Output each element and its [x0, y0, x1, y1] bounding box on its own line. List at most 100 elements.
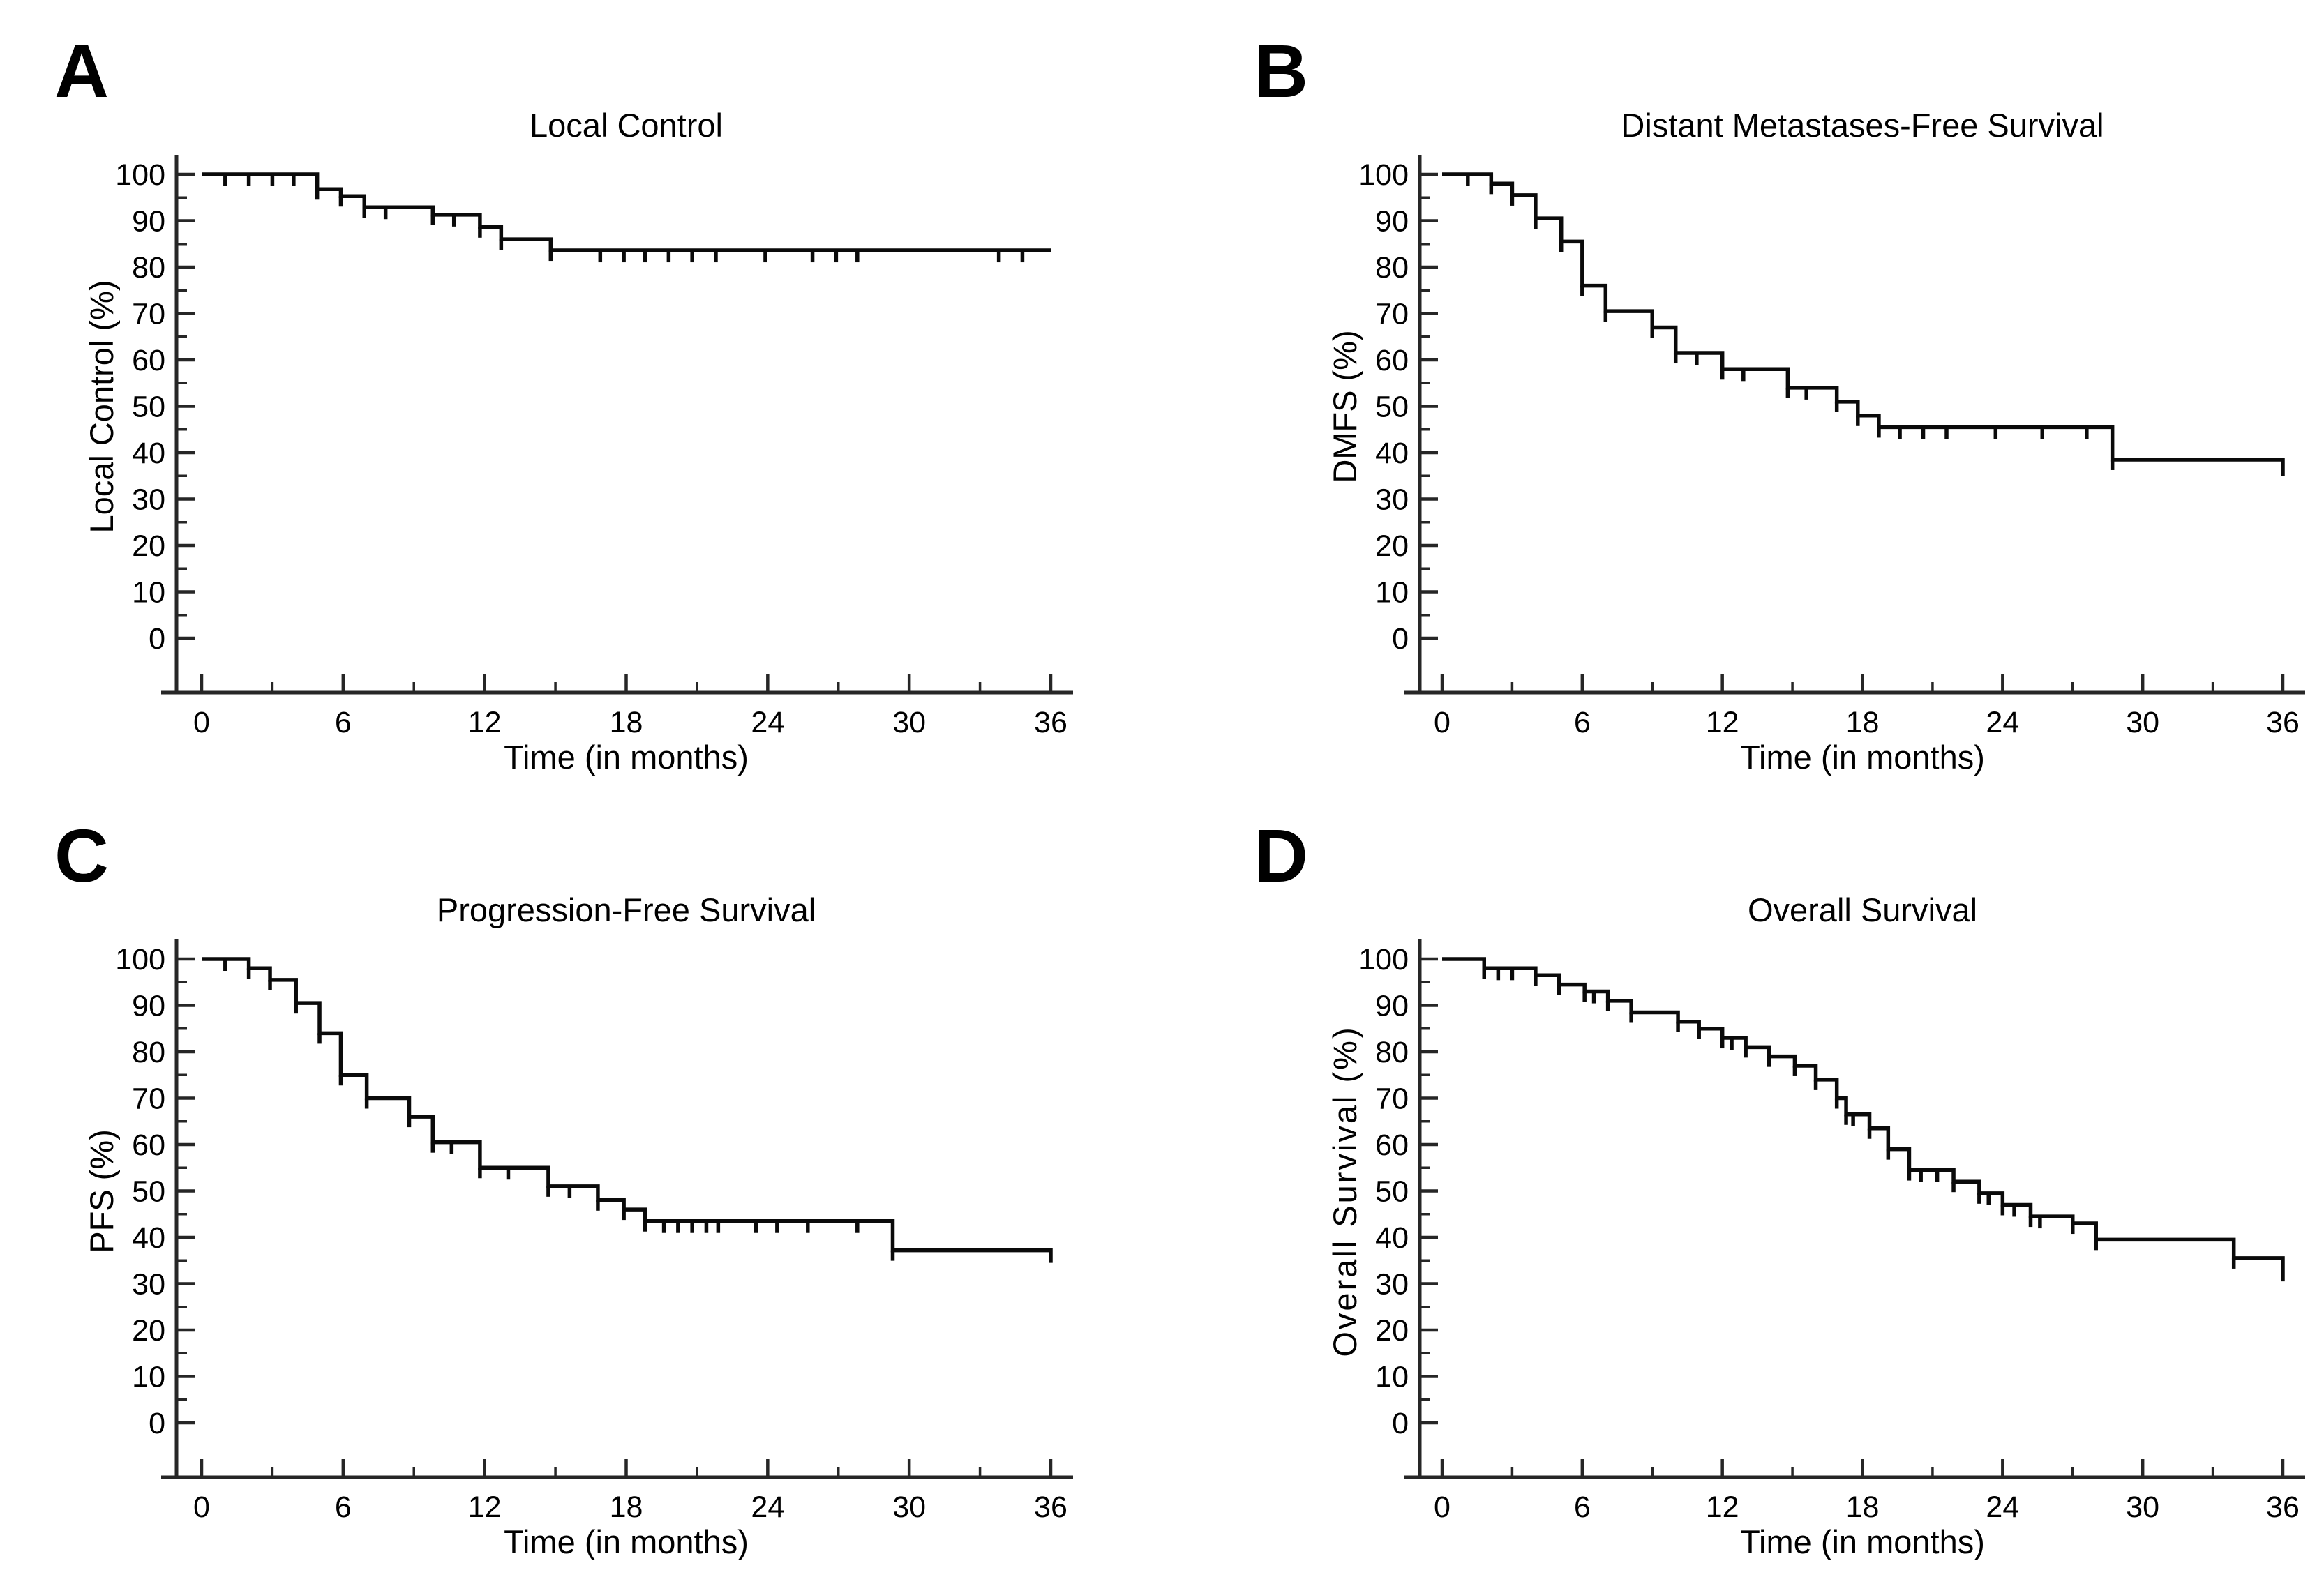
svg-text:90: 90 [1375, 205, 1409, 239]
x-axis-label: Time (in months) [504, 739, 749, 776]
censor-marks [1496, 968, 2042, 1229]
svg-text:90: 90 [1375, 990, 1409, 1023]
tick-labels: 0 6 12 18 24 30 36 0 10 20 30 40 50 60 70 80 90 100 [115, 943, 1067, 1524]
svg-text:30: 30 [892, 1490, 926, 1524]
svg-text:70: 70 [132, 298, 165, 331]
svg-text:40: 40 [1375, 1221, 1409, 1255]
svg-text:10: 10 [132, 1361, 165, 1394]
svg-text:80: 80 [1375, 251, 1409, 285]
svg-text:6: 6 [335, 1490, 352, 1524]
km-chart-local-control: 0 6 12 18 24 30 36 0 10 20 30 40 50 60 70 80 90 100 [115, 155, 1073, 739]
svg-text:40: 40 [132, 437, 165, 470]
svg-text:30: 30 [132, 483, 165, 517]
axes [1404, 939, 2305, 1479]
svg-text:30: 30 [1375, 483, 1409, 517]
svg-text:20: 20 [1375, 529, 1409, 563]
svg-text:36: 36 [1034, 1490, 1067, 1524]
svg-text:12: 12 [468, 706, 502, 739]
svg-text:24: 24 [751, 1490, 784, 1524]
svg-text:50: 50 [132, 1175, 165, 1209]
svg-text:36: 36 [2266, 1490, 2300, 1524]
svg-text:30: 30 [1375, 1268, 1409, 1301]
svg-text:10: 10 [1375, 1361, 1409, 1394]
svg-text:60: 60 [132, 1129, 165, 1162]
svg-text:60: 60 [1375, 344, 1409, 377]
svg-text:50: 50 [132, 391, 165, 424]
survival-curve [1442, 957, 2285, 1282]
svg-text:20: 20 [132, 1314, 165, 1348]
svg-text:18: 18 [610, 706, 643, 739]
svg-text:30: 30 [132, 1268, 165, 1301]
tick-labels: 0 6 12 18 24 30 36 0 10 20 30 40 50 60 70 80 90 100 [115, 158, 1067, 739]
svg-text:100: 100 [1358, 158, 1409, 192]
survival-curve [1442, 172, 2285, 476]
km-chart-pfs: 0 6 12 18 24 30 36 0 10 20 30 40 50 60 70 80 90 100 [115, 939, 1073, 1524]
panel-overall-survival: D Overall Survival Overall Survival (%) … [1162, 785, 2324, 1570]
svg-text:60: 60 [1375, 1129, 1409, 1162]
survival-curve [202, 172, 1051, 262]
panel-title-dmfs: Distant Metastases-Free Survival [1621, 107, 2104, 144]
panel-title-overall-survival: Overall Survival [1747, 891, 1978, 928]
x-axis-label: Time (in months) [1740, 739, 1985, 776]
svg-text:0: 0 [1434, 1490, 1450, 1524]
panel-title-pfs: Progression-Free Survival [436, 891, 816, 928]
svg-text:36: 36 [2266, 706, 2300, 739]
panel-letter-c: C [54, 813, 109, 898]
svg-text:80: 80 [132, 251, 165, 285]
svg-text:24: 24 [751, 706, 784, 739]
svg-text:90: 90 [132, 990, 165, 1023]
svg-text:36: 36 [1034, 706, 1067, 739]
axes [161, 155, 1073, 695]
panel-letter-d: D [1254, 813, 1308, 898]
svg-text:20: 20 [132, 529, 165, 563]
x-axis-label: Time (in months) [1740, 1523, 1985, 1560]
panel-dmfs: B Distant Metastases-Free Survival DMFS … [1162, 0, 2324, 785]
svg-text:12: 12 [1706, 706, 1739, 739]
survival-curve [202, 957, 1053, 1263]
svg-text:18: 18 [1846, 706, 1880, 739]
axis-ticks [177, 957, 1053, 1477]
svg-text:0: 0 [193, 706, 210, 739]
svg-text:100: 100 [115, 158, 165, 192]
svg-text:50: 50 [1375, 1175, 1409, 1209]
svg-text:0: 0 [149, 622, 165, 656]
svg-text:6: 6 [1574, 1490, 1591, 1524]
svg-text:20: 20 [1375, 1314, 1409, 1348]
axis-ticks [177, 172, 1053, 693]
x-axis-label: Time (in months) [504, 1523, 749, 1560]
axes [1404, 155, 2305, 695]
svg-text:90: 90 [132, 205, 165, 239]
svg-text:0: 0 [1392, 622, 1409, 656]
panel-letter-a: A [54, 29, 109, 113]
svg-text:24: 24 [1986, 1490, 2019, 1524]
svg-text:70: 70 [1375, 1082, 1409, 1116]
svg-text:18: 18 [610, 1490, 643, 1524]
svg-text:0: 0 [193, 1490, 210, 1524]
svg-text:100: 100 [115, 943, 165, 976]
svg-text:70: 70 [1375, 298, 1409, 331]
svg-text:12: 12 [468, 1490, 502, 1524]
svg-text:70: 70 [132, 1082, 165, 1116]
svg-text:6: 6 [335, 706, 352, 739]
panel-letter-b: B [1254, 29, 1308, 113]
svg-text:0: 0 [149, 1407, 165, 1440]
km-chart-dmfs: 0 6 12 18 24 30 36 0 10 20 30 40 50 60 70 80 90 100 [1358, 155, 2305, 739]
svg-text:6: 6 [1574, 706, 1591, 739]
svg-text:60: 60 [132, 344, 165, 377]
svg-text:40: 40 [132, 1221, 165, 1255]
svg-text:30: 30 [892, 706, 926, 739]
censor-marks [223, 174, 1025, 263]
svg-text:40: 40 [1375, 437, 1409, 470]
tick-labels: 0 6 12 18 24 30 36 0 10 20 30 40 50 60 70 80 90 100 [1358, 943, 2300, 1524]
panel-local-control: A Local Control Local Control (%) Time (… [0, 0, 1162, 785]
svg-text:12: 12 [1706, 1490, 1739, 1524]
svg-text:18: 18 [1846, 1490, 1880, 1524]
axes [161, 939, 1073, 1479]
svg-text:80: 80 [1375, 1036, 1409, 1069]
panel-pfs: C Progression-Free Survival PFS (%) Time… [0, 785, 1162, 1570]
axis-ticks [1420, 172, 2285, 693]
axis-ticks [1420, 957, 2285, 1477]
svg-text:10: 10 [132, 576, 165, 610]
censor-marks [1466, 174, 2089, 439]
